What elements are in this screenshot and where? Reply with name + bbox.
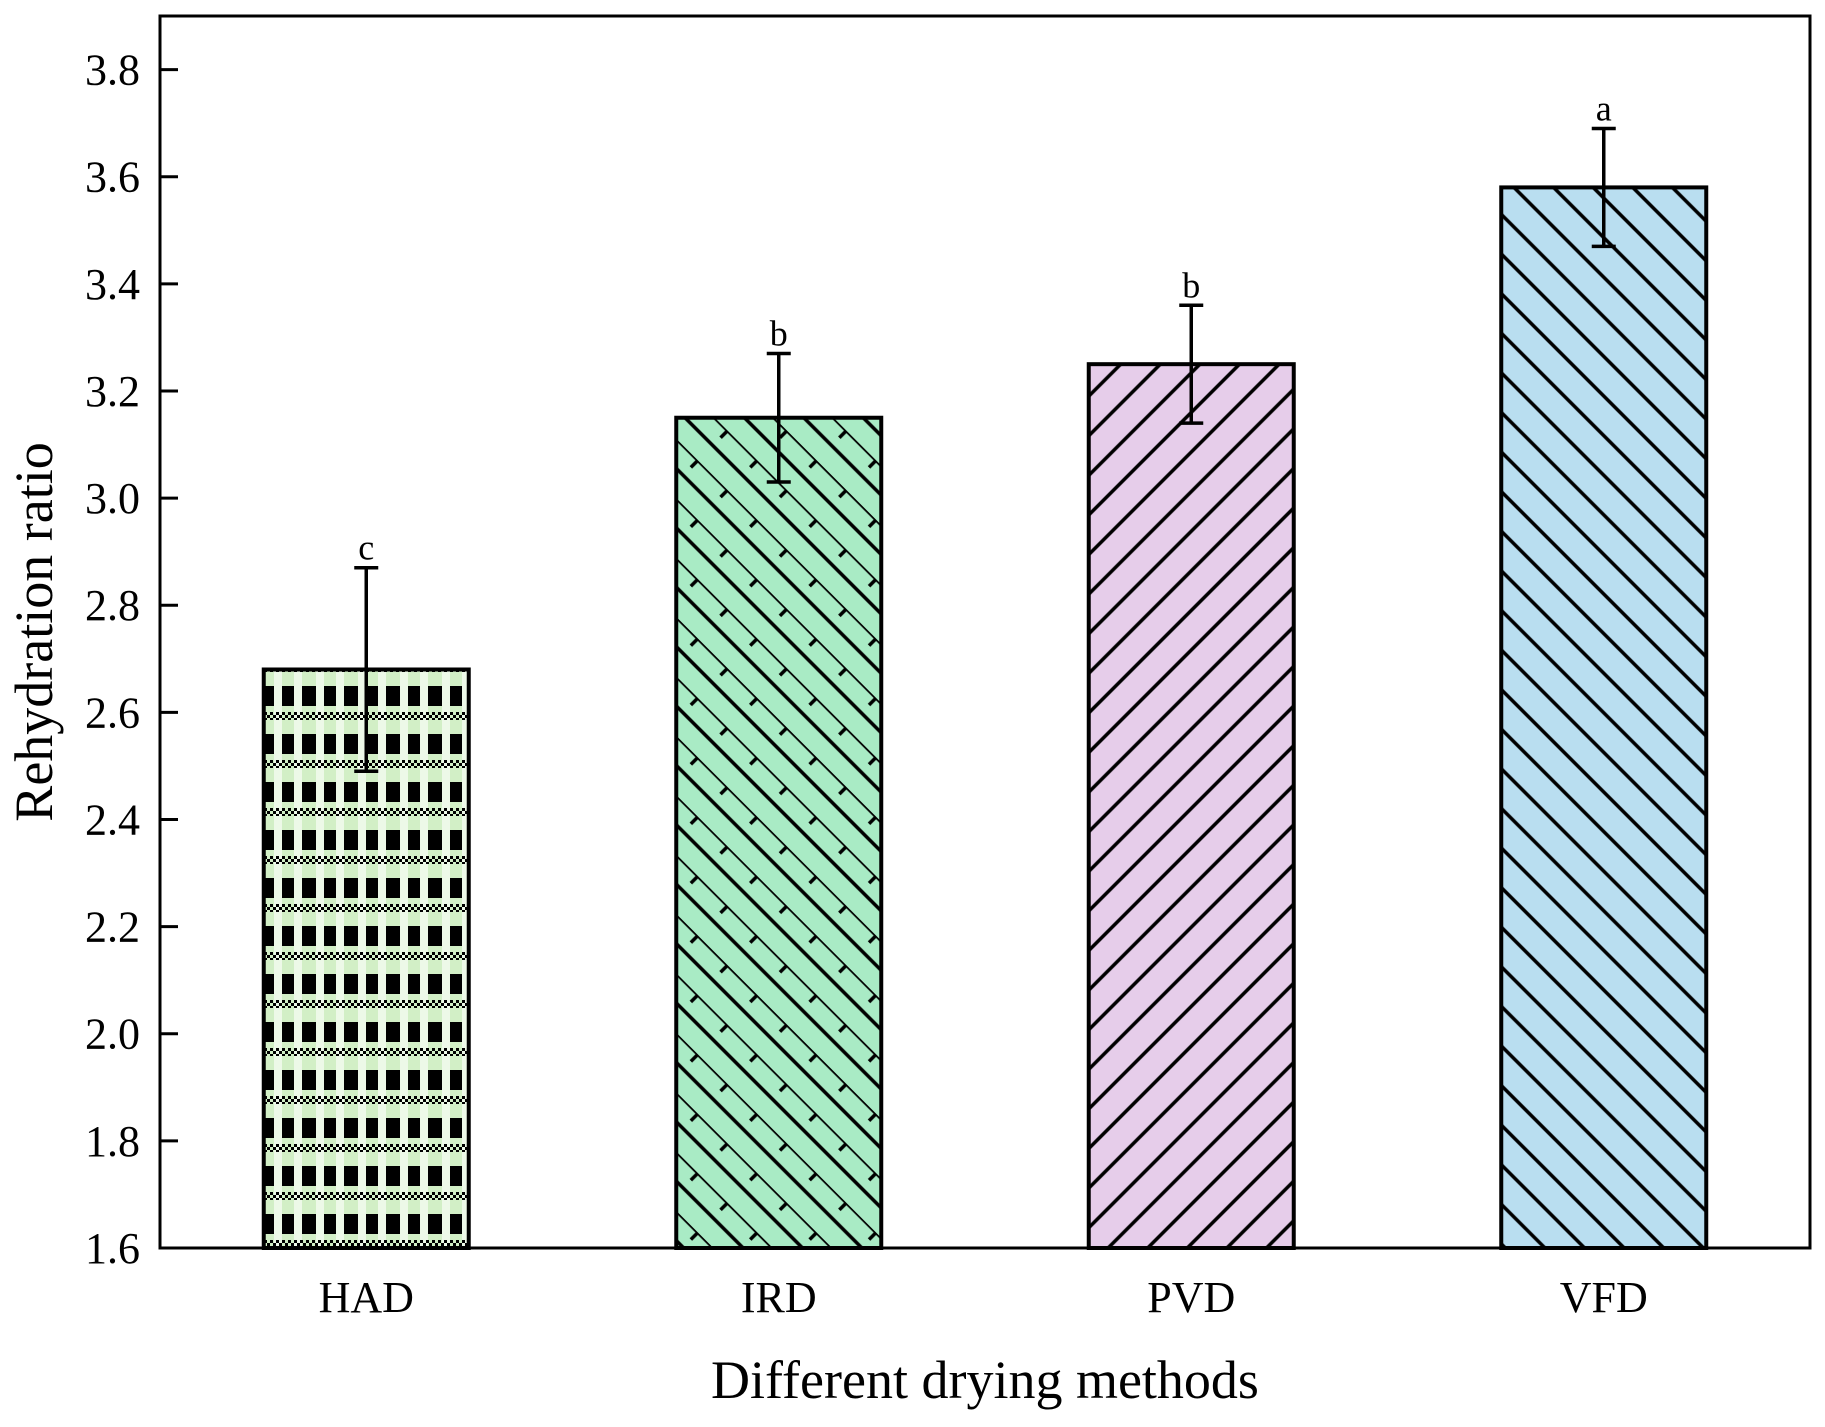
bar xyxy=(1086,362,1296,1251)
x-axis: HAD IRD PVD VFD xyxy=(319,1230,1648,1322)
x-tick-label: HAD xyxy=(319,1273,414,1322)
x-tick-label: PVD xyxy=(1147,1273,1235,1322)
y-axis-title: Rehydration ratio xyxy=(4,442,64,821)
y-tick-label: 1.6 xyxy=(85,1224,140,1273)
y-tick-label: 2.8 xyxy=(85,581,140,630)
y-tick-label: 3.8 xyxy=(85,46,140,95)
bar-had: c xyxy=(261,528,471,1250)
x-tick-label: VFD xyxy=(1560,1273,1648,1322)
y-tick-label: 3.0 xyxy=(85,474,140,523)
bar-ird: b xyxy=(674,313,884,1250)
bar xyxy=(1499,185,1709,1250)
y-tick-label: 2.4 xyxy=(85,795,140,844)
bar xyxy=(674,415,884,1250)
x-axis-title: Different drying methods xyxy=(711,1350,1259,1410)
significance-label: c xyxy=(358,528,374,568)
y-tick-label: 1.8 xyxy=(85,1117,140,1166)
y-tick-label: 2.0 xyxy=(85,1010,140,1059)
significance-label: b xyxy=(770,313,788,353)
y-tick-label: 3.6 xyxy=(85,153,140,202)
y-tick-label: 3.2 xyxy=(85,367,140,416)
significance-label: a xyxy=(1596,88,1612,128)
y-axis: 1.6 1.8 2.0 2.2 2.4 2.6 2.8 3.0 3.2 3.4 3.6 3.8 xyxy=(85,46,178,1273)
y-tick-label: 3.4 xyxy=(85,260,140,309)
bars-group: c b b a xyxy=(261,88,1709,1251)
y-tick-label: 2.2 xyxy=(85,903,140,952)
plot-frame xyxy=(158,14,1812,1250)
significance-label: b xyxy=(1182,265,1200,305)
bar-pvd: b xyxy=(1086,265,1296,1251)
y-tick-label: 2.6 xyxy=(85,688,140,737)
x-tick-label: IRD xyxy=(741,1273,817,1322)
bar-vfd: a xyxy=(1499,88,1709,1250)
